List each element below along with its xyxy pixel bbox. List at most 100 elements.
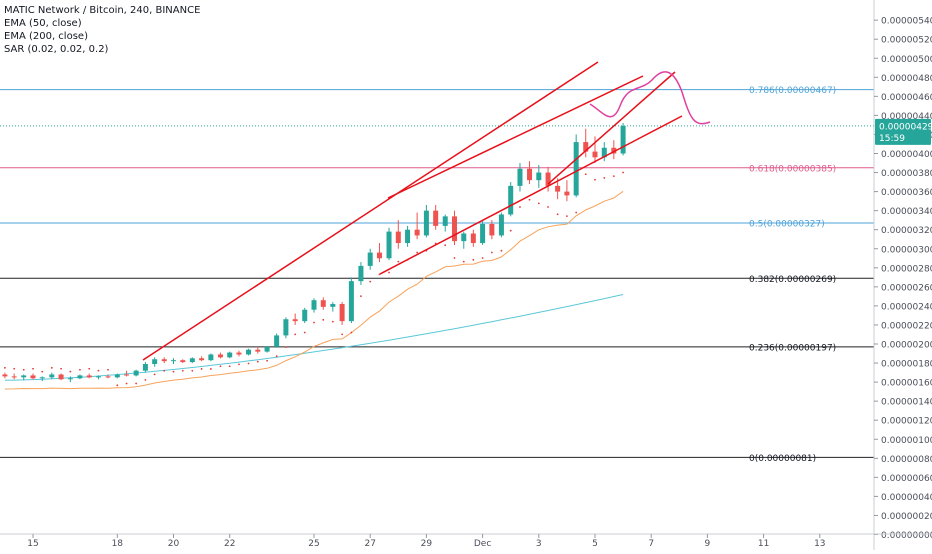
wedge-support-line bbox=[547, 71, 676, 185]
ema200-legend[interactable]: EMA (200, close) bbox=[4, 31, 88, 42]
sar-dot bbox=[472, 258, 475, 261]
candle-body bbox=[255, 349, 261, 352]
candle-body bbox=[320, 300, 326, 307]
candle-body bbox=[367, 252, 373, 266]
candle-body bbox=[227, 352, 233, 358]
y-tick-label: 0.00000120 bbox=[881, 417, 932, 427]
candle-body bbox=[470, 233, 476, 244]
y-tick-label: 0.00000520 bbox=[881, 36, 932, 46]
sar-dot bbox=[163, 369, 166, 372]
sar-dot bbox=[528, 198, 531, 201]
sar-dot bbox=[144, 378, 147, 381]
candle-body bbox=[527, 168, 533, 181]
sar-dot bbox=[22, 368, 25, 371]
sar-dot bbox=[444, 244, 447, 247]
candle-body bbox=[58, 374, 64, 380]
symbol-title[interactable]: MATIC Network / Bitcoin, 240, BINANCE bbox=[4, 5, 201, 16]
sar-dot bbox=[153, 373, 156, 376]
candle-body bbox=[508, 185, 514, 215]
candle-body bbox=[189, 358, 195, 363]
sar-dot bbox=[603, 177, 606, 179]
sar-dot bbox=[125, 382, 128, 385]
last-price-label[interactable] bbox=[875, 118, 931, 145]
sar-dot bbox=[350, 331, 353, 334]
candle-body bbox=[264, 346, 270, 352]
y-tick-label: 0.00000500 bbox=[881, 55, 932, 65]
mid-channel-line bbox=[387, 75, 644, 199]
sar-dot bbox=[228, 365, 231, 368]
candle-body bbox=[77, 375, 83, 379]
x-tick-label: 25 bbox=[308, 539, 319, 549]
sar-dot bbox=[50, 366, 53, 369]
x-tick-label: 3 bbox=[536, 539, 542, 549]
candle-body bbox=[414, 229, 420, 236]
candle-body bbox=[11, 376, 17, 378]
x-tick-label: 5 bbox=[592, 539, 598, 549]
sar-dot bbox=[416, 251, 419, 254]
y-tick-label: 0.00000160 bbox=[881, 379, 932, 389]
candle-body bbox=[442, 216, 448, 226]
candle-body bbox=[292, 319, 298, 322]
price-axis[interactable]: 0.00000000 0.00000020 0.00000040 0.00000060… bbox=[873, 0, 932, 550]
y-tick-label: 0.00000260 bbox=[881, 283, 932, 293]
sar-dot bbox=[107, 368, 109, 371]
candle-body bbox=[67, 378, 73, 380]
candle-body bbox=[461, 233, 467, 242]
candle-body bbox=[133, 370, 139, 376]
candle-body bbox=[601, 147, 607, 158]
y-tick-label: 0.00000000 bbox=[881, 531, 932, 541]
ema50-line bbox=[4, 190, 624, 390]
sar-dot bbox=[331, 320, 334, 323]
sar-dot bbox=[256, 360, 259, 363]
fib-level-label: 0.236(0.00000197) bbox=[749, 343, 836, 353]
candle-body bbox=[283, 319, 289, 336]
candle-body bbox=[564, 191, 570, 196]
y-tick-label: 0.00000020 bbox=[881, 512, 932, 522]
candle-body bbox=[386, 231, 392, 259]
candle-body bbox=[217, 354, 223, 358]
candle-body bbox=[330, 303, 336, 307]
candle-body bbox=[180, 360, 186, 363]
lower-channel-line bbox=[379, 115, 683, 275]
sar-dot bbox=[69, 370, 72, 373]
sar-dot bbox=[172, 370, 175, 373]
x-tick-label: 27 bbox=[364, 539, 375, 549]
y-tick-label: 0.00000180 bbox=[881, 360, 932, 370]
candle-body bbox=[358, 265, 364, 282]
y-tick-label: 0.00000280 bbox=[881, 264, 932, 274]
sar-dot bbox=[303, 331, 306, 334]
sar-dot bbox=[360, 295, 362, 298]
ema50-legend[interactable]: EMA (50, close) bbox=[4, 18, 82, 29]
sar-legend[interactable]: SAR (0.02, 0.02, 0.2) bbox=[4, 44, 109, 55]
x-tick-label: Dec bbox=[474, 539, 491, 549]
x-tick-label: 11 bbox=[758, 539, 769, 549]
y-tick-label: 0.00000240 bbox=[881, 302, 932, 312]
candle-body bbox=[480, 223, 486, 244]
candle-body bbox=[583, 142, 589, 152]
y-tick-label: 0.00000340 bbox=[881, 207, 932, 217]
candle-body bbox=[423, 210, 429, 236]
time-axis[interactable]: 15 18 20 22 25 27 29 Dec 3 5 7 9 11 13 bbox=[0, 533, 932, 549]
sar-dot bbox=[88, 367, 91, 370]
sar-dot bbox=[378, 273, 381, 276]
candle-body bbox=[545, 172, 551, 186]
candle-body bbox=[620, 125, 626, 154]
candle-body bbox=[199, 358, 205, 361]
last-price-value: 0.00000429 bbox=[879, 122, 932, 132]
x-tick-label: 20 bbox=[168, 539, 180, 549]
candle-body bbox=[105, 376, 111, 378]
y-tick-label: 0.00000300 bbox=[881, 245, 932, 255]
sar-dot bbox=[275, 355, 278, 358]
fib-level-label: 0.5(0.00000327) bbox=[749, 220, 825, 230]
fibonacci-levels: 0.786(0.00000467) 0.618(0.00000385) 0.5(0.… bbox=[0, 86, 874, 464]
sar-dot bbox=[313, 321, 315, 324]
sar-dot bbox=[481, 257, 484, 259]
sar-dot bbox=[594, 178, 596, 181]
x-tick-label: 9 bbox=[705, 539, 711, 549]
sar-dots bbox=[4, 171, 624, 387]
y-tick-label: 0.00000200 bbox=[881, 341, 932, 351]
x-tick-label: 15 bbox=[27, 539, 38, 549]
fib-level-label: 0.382(0.00000269) bbox=[749, 275, 836, 285]
